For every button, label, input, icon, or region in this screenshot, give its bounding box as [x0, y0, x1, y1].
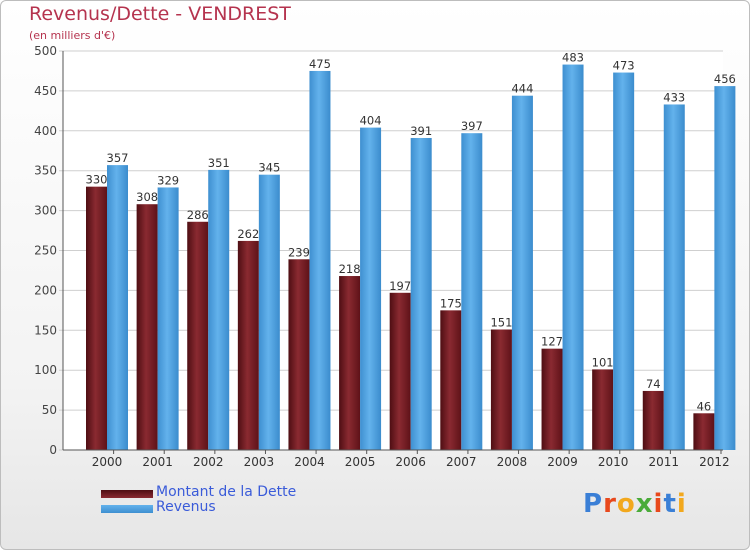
- x-tick-label: 2000: [92, 455, 123, 469]
- x-tick-label: 2007: [446, 455, 477, 469]
- data-label-debt-2009: 127: [541, 335, 563, 349]
- data-label-revenue-2006: 391: [410, 124, 432, 138]
- y-tick-label: 350: [34, 164, 57, 178]
- x-tick-label: 2001: [142, 455, 173, 469]
- data-label-revenue-2011: 433: [663, 90, 685, 104]
- bar-debt-2003: [237, 240, 259, 450]
- data-label-revenue-2004: 475: [309, 57, 331, 71]
- bar-revenue-2005: [360, 127, 382, 450]
- x-tick-label: 2009: [547, 455, 578, 469]
- x-tick-label: 2011: [648, 455, 679, 469]
- data-label-debt-2010: 101: [592, 355, 614, 369]
- legend-label-debt: Montant de la Dette: [156, 484, 297, 500]
- data-label-revenue-2008: 444: [511, 82, 533, 96]
- x-tick-label: 2010: [598, 455, 629, 469]
- proxiti-logo: Proxiti: [583, 489, 687, 519]
- bar-debt-2004: [288, 259, 310, 450]
- bar-revenue-2009: [562, 64, 584, 450]
- bar-revenue-2008: [511, 95, 533, 451]
- data-label-debt-2008: 151: [490, 316, 512, 330]
- legend-label-revenue: Revenus: [156, 499, 216, 515]
- bar-revenue-2012: [714, 86, 736, 450]
- data-label-debt-2005: 218: [339, 262, 361, 276]
- bar-debt-2002: [187, 221, 209, 450]
- logo-letter: o: [616, 489, 636, 519]
- data-label-debt-2006: 197: [389, 279, 411, 293]
- bar-revenue-2006: [410, 137, 432, 450]
- bar-revenue-2003: [258, 174, 280, 450]
- logo-letter: t: [663, 489, 677, 519]
- data-label-revenue-2009: 483: [562, 51, 584, 65]
- data-label-debt-2001: 308: [136, 190, 158, 204]
- logo-letter: x: [635, 489, 654, 519]
- data-label-revenue-2001: 329: [157, 173, 179, 187]
- data-label-revenue-2002: 351: [208, 156, 230, 170]
- data-label-revenue-2000: 357: [107, 151, 129, 165]
- data-label-revenue-2012: 456: [714, 72, 736, 86]
- y-tick-label: 300: [34, 204, 57, 218]
- bar-revenue-2007: [461, 133, 483, 450]
- logo-letter: i: [676, 489, 687, 519]
- y-tick-label: 100: [34, 363, 57, 377]
- bar-debt-2012: [693, 413, 715, 450]
- data-label-debt-2002: 286: [187, 208, 209, 222]
- legend-swatch-revenue: [101, 505, 153, 513]
- y-tick-label: 400: [34, 124, 57, 138]
- y-tick-label: 250: [34, 244, 57, 258]
- chart-subtitle: (en milliers d'€): [29, 29, 116, 42]
- bar-debt-2009: [541, 348, 563, 450]
- x-tick-label: 2003: [244, 455, 275, 469]
- x-tick-label: 2002: [193, 455, 224, 469]
- x-tick-label: 2004: [294, 455, 325, 469]
- data-label-debt-2003: 262: [237, 227, 259, 241]
- bar-revenue-2004: [309, 70, 331, 450]
- bar-revenue-2000: [107, 165, 128, 450]
- x-tick-label: 2012: [699, 455, 730, 469]
- bar-revenue-2002: [208, 169, 230, 451]
- y-tick-label: 450: [34, 84, 57, 98]
- bar-debt-2011: [642, 390, 664, 450]
- bar-debt-2006: [389, 292, 411, 450]
- y-tick-label: 0: [49, 443, 57, 457]
- x-tick-label: 2008: [497, 455, 528, 469]
- bar-revenue-2001: [157, 187, 179, 450]
- bar-debt-2000: [86, 186, 107, 450]
- bar-debt-2005: [339, 276, 361, 450]
- data-label-revenue-2005: 404: [360, 114, 382, 128]
- bar-debt-2008: [490, 329, 512, 450]
- data-label-debt-2011: 74: [646, 377, 661, 391]
- y-tick-label: 200: [34, 283, 57, 297]
- data-label-debt-2007: 175: [440, 296, 462, 310]
- data-label-debt-2012: 46: [697, 399, 712, 413]
- data-label-revenue-2003: 345: [258, 161, 280, 175]
- data-label-debt-2004: 239: [288, 245, 310, 259]
- bar-debt-2010: [592, 369, 614, 450]
- legend-swatch-debt: [101, 490, 153, 498]
- data-label-revenue-2010: 473: [613, 59, 635, 73]
- bar-debt-2001: [136, 204, 158, 450]
- bar-revenue-2011: [663, 104, 685, 450]
- bar-revenue-2010: [613, 72, 635, 451]
- data-label-debt-2000: 330: [86, 173, 108, 187]
- x-tick-label: 2006: [395, 455, 426, 469]
- x-tick-label: 2005: [345, 455, 376, 469]
- logo-letter: r: [603, 489, 617, 519]
- y-tick-label: 150: [34, 323, 57, 337]
- bar-debt-2007: [440, 310, 462, 450]
- logo-letter: i: [653, 489, 664, 519]
- logo-letter: P: [583, 489, 604, 519]
- y-tick-label: 500: [34, 44, 57, 58]
- chart-title: Revenus/Dette - VENDREST: [29, 3, 291, 25]
- y-tick-label: 50: [42, 403, 57, 417]
- data-label-revenue-2007: 397: [461, 119, 483, 133]
